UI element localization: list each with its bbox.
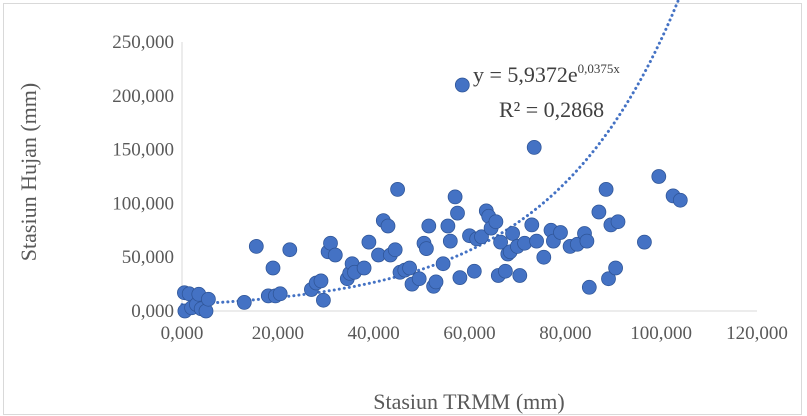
data-point bbox=[598, 182, 614, 197]
data-point bbox=[435, 256, 451, 272]
data-point bbox=[466, 263, 482, 279]
y-tick-label: 50,000 bbox=[122, 247, 174, 268]
data-point bbox=[428, 274, 444, 290]
trendline-equation: y = 5,9372e0,0375x bbox=[473, 61, 620, 87]
x-tick-label: 20,000 bbox=[252, 323, 304, 344]
x-tick-labels: 0,000 20,000 40,000 60,000 80,000 100,000 120,… bbox=[161, 323, 788, 344]
data-point bbox=[450, 205, 465, 221]
x-tick-label: 80,000 bbox=[539, 323, 591, 344]
data-point bbox=[282, 242, 298, 258]
data-point bbox=[493, 234, 508, 250]
data-point bbox=[421, 218, 437, 234]
chart-frame bbox=[3, 3, 802, 415]
x-tick-label: 120,000 bbox=[726, 323, 788, 344]
data-point bbox=[390, 182, 405, 197]
y-tick-label: 250,000 bbox=[112, 32, 174, 53]
data-point bbox=[313, 273, 329, 289]
x-axis-title: Stasiun TRMM (mm) bbox=[373, 389, 565, 414]
data-point bbox=[361, 234, 377, 250]
data-point bbox=[419, 241, 434, 256]
equation-base: y = 5,9372e bbox=[473, 62, 578, 87]
data-point bbox=[536, 249, 552, 265]
data-point bbox=[498, 263, 513, 279]
data-point bbox=[442, 233, 458, 249]
data-point bbox=[402, 260, 417, 276]
data-point bbox=[380, 218, 396, 234]
data-point bbox=[265, 260, 281, 276]
equation-exponent: 0,0375x bbox=[578, 61, 621, 76]
data-point bbox=[529, 233, 544, 249]
data-point bbox=[651, 169, 667, 184]
data-point bbox=[608, 260, 623, 276]
data-point bbox=[591, 204, 607, 220]
data-point bbox=[474, 229, 489, 245]
data-point bbox=[610, 214, 626, 230]
data-point bbox=[524, 217, 540, 233]
data-point bbox=[272, 286, 288, 302]
data-point bbox=[601, 271, 616, 287]
data-point bbox=[581, 279, 597, 295]
data-point bbox=[505, 226, 520, 241]
data-point bbox=[512, 268, 528, 283]
data-point bbox=[637, 234, 652, 250]
data-point bbox=[356, 260, 372, 276]
trendline bbox=[180, 0, 681, 307]
data-point bbox=[454, 77, 470, 93]
r-squared-label: R² = 0,2868 bbox=[499, 97, 604, 122]
data-point bbox=[201, 291, 216, 307]
y-axis-title: Stasiun Hujan (mm) bbox=[16, 83, 41, 261]
data-point bbox=[316, 292, 331, 308]
data-point bbox=[452, 270, 468, 285]
data-point bbox=[411, 271, 427, 287]
x-tick-label: 60,000 bbox=[443, 323, 495, 344]
data-point bbox=[387, 242, 403, 258]
x-tick-label: 40,000 bbox=[348, 323, 400, 344]
data-point bbox=[447, 189, 463, 205]
data-point bbox=[672, 192, 688, 208]
y-tick-label: 200,000 bbox=[112, 86, 174, 107]
x-tick-label: 100,000 bbox=[630, 323, 692, 344]
y-tick-label: 150,000 bbox=[112, 140, 174, 161]
y-tick-labels: 0,000 50,000 100,000 150,000 200,000 250,000 bbox=[112, 32, 174, 322]
data-points bbox=[177, 77, 688, 319]
y-tick-label: 100,000 bbox=[112, 193, 174, 214]
data-point bbox=[248, 239, 264, 254]
data-point bbox=[488, 214, 504, 230]
y-tick-label: 0,000 bbox=[131, 301, 174, 322]
x-tick-label: 0,000 bbox=[161, 323, 204, 344]
data-point bbox=[526, 140, 542, 155]
data-point bbox=[553, 225, 568, 240]
data-point bbox=[517, 235, 532, 251]
data-point bbox=[327, 247, 343, 263]
plot-area bbox=[181, 42, 757, 312]
data-point bbox=[236, 295, 252, 310]
data-point bbox=[579, 233, 595, 249]
data-point bbox=[440, 218, 456, 234]
